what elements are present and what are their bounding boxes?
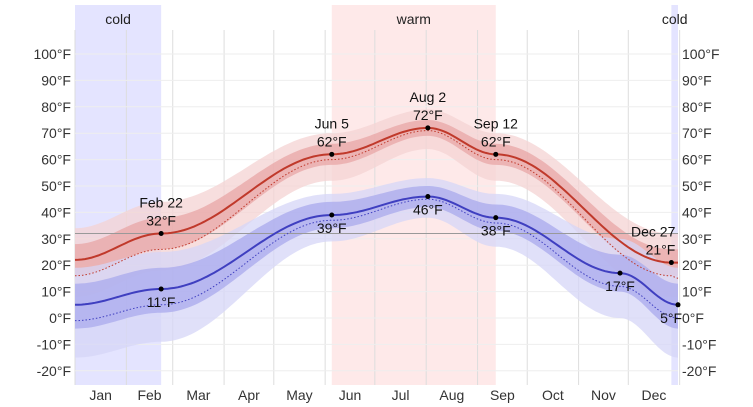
month-label: Jan: [89, 387, 112, 403]
annotation-point: [617, 270, 623, 276]
series-lines: [74, 126, 679, 322]
high-dotted-line: [74, 130, 679, 279]
annotation-point: [675, 302, 681, 308]
low-band-inner: [75, 186, 678, 329]
annotation-points: [158, 125, 681, 308]
annotation-point: [493, 151, 499, 157]
low-temp-line: [74, 195, 679, 306]
month-label: Nov: [591, 387, 616, 403]
annotation-label: 11°F: [147, 294, 176, 310]
month-label: Sep: [490, 387, 515, 403]
y-tick-label: 80°F: [682, 99, 712, 115]
y-tick-label: -20°F: [682, 363, 716, 379]
y-tick-label: 90°F: [41, 72, 71, 88]
y-axis-left: 100°F 90°F 80°F 70°F 60°F 50°F 40°F 30°F 20°F 10°…: [33, 46, 71, 379]
y-tick-label: 40°F: [682, 204, 712, 220]
annotation-label: Aug 2: [410, 89, 447, 105]
annotation-label: Feb 22: [139, 195, 183, 211]
month-label: Oct: [542, 387, 564, 403]
annotation-label: Dec 27: [631, 224, 676, 240]
y-tick-label: 50°F: [682, 178, 712, 194]
y-tick-label: 20°F: [41, 257, 71, 273]
annotation-point: [493, 215, 499, 221]
annotation-label: 46°F: [413, 202, 443, 218]
annotation-point: [158, 286, 164, 292]
y-tick-label: 60°F: [682, 152, 712, 168]
y-tick-label: -10°F: [682, 336, 716, 352]
y-tick-label: 10°F: [682, 284, 712, 300]
annotation-label: 62°F: [317, 133, 347, 149]
month-label: May: [286, 387, 312, 403]
month-label: Dec: [642, 387, 667, 403]
y-tick-label: -10°F: [37, 336, 71, 352]
month-label: Mar: [186, 387, 210, 403]
annotation-point: [668, 260, 674, 266]
annotation-label: Jun 5: [315, 115, 349, 131]
y-tick-label: 70°F: [682, 125, 712, 141]
y-tick-label: 40°F: [41, 204, 71, 220]
season-label: warm: [396, 11, 431, 27]
season-band-cold: [671, 5, 678, 385]
season-labels: cold warm cold: [105, 11, 687, 27]
y-tick-label: 30°F: [41, 231, 71, 247]
x-axis-months: Jan Feb Mar Apr May Jun Jul Aug Sep Oct Nov Dec: [89, 387, 666, 403]
season-label: cold: [105, 11, 131, 27]
y-tick-label: 50°F: [41, 178, 71, 194]
y-tick-label: -20°F: [37, 363, 71, 379]
month-label: Jul: [392, 387, 410, 403]
annotation-label: Sep 12: [474, 115, 519, 131]
y-tick-label: 100°F: [33, 46, 71, 62]
season-label: cold: [662, 11, 688, 27]
annotation-label: 38°F: [481, 223, 511, 239]
annotation-point: [425, 194, 431, 200]
annotation-point: [425, 125, 431, 131]
y-tick-label: 10°F: [41, 284, 71, 300]
month-label: Aug: [439, 387, 464, 403]
annotation-label: 17°F: [605, 278, 635, 294]
annotation-labels: Feb 22 32°F Jun 5 62°F Aug 2 72°F Sep 12 62°F De…: [139, 89, 682, 326]
annotation-label: 62°F: [481, 133, 511, 149]
high-band-inner: [75, 120, 678, 276]
annotation-label: 21°F: [646, 242, 676, 258]
low-dotted-line: [75, 198, 679, 322]
annotation-label: 72°F: [413, 107, 443, 123]
month-label: Feb: [137, 387, 161, 403]
annotation-label: 32°F: [146, 213, 176, 229]
y-tick-label: 0°F: [682, 310, 704, 326]
annotation-point: [329, 212, 335, 218]
y-tick-label: 70°F: [41, 125, 71, 141]
y-tick-label: 90°F: [682, 72, 712, 88]
annotation-label: 39°F: [317, 220, 347, 236]
annotation-label: 5°F: [660, 310, 682, 326]
annotation-point: [158, 231, 164, 237]
percentile-bands: [75, 109, 678, 358]
y-tick-label: 80°F: [41, 99, 71, 115]
y-tick-label: 30°F: [682, 231, 712, 247]
y-tick-label: 100°F: [682, 46, 720, 62]
high-temp-line: [74, 126, 678, 264]
y-tick-label: 60°F: [41, 152, 71, 168]
y-tick-label: 20°F: [682, 257, 712, 273]
y-tick-label: 0°F: [49, 310, 71, 326]
month-label: Jun: [339, 387, 362, 403]
month-label: Apr: [238, 387, 260, 403]
y-axis-right: 100°F 90°F 80°F 70°F 60°F 50°F 40°F 30°F 20°F 10°…: [682, 46, 720, 379]
annotation-point: [329, 151, 335, 157]
